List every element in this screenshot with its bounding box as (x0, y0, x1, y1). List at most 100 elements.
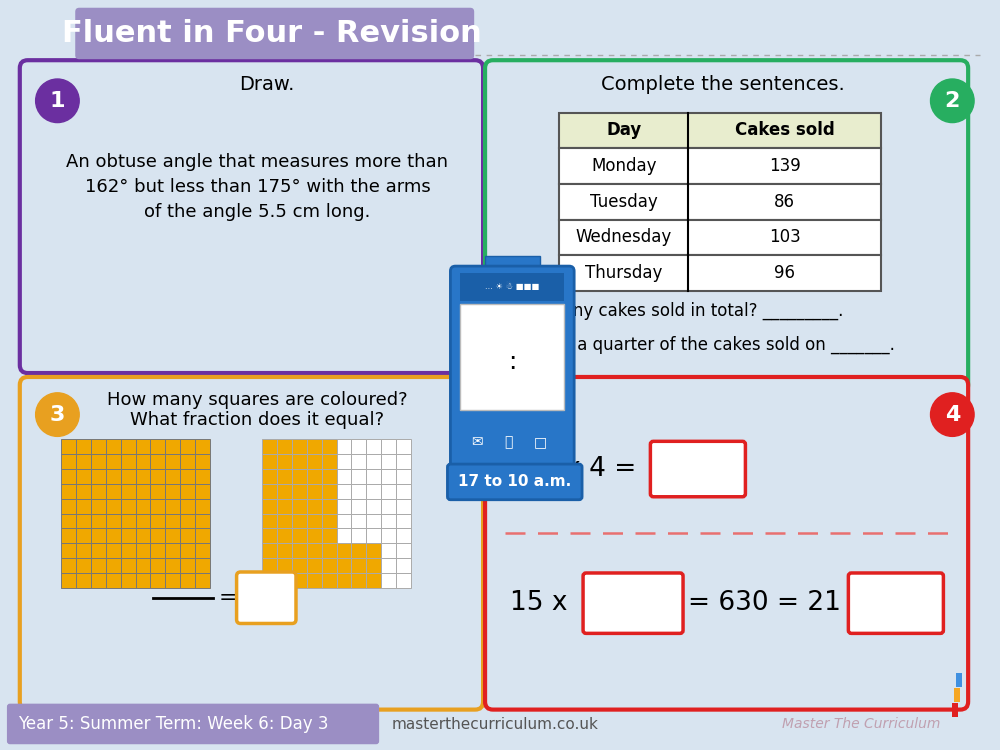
Bar (165, 469, 180, 484)
Bar (381, 440, 396, 454)
Bar (262, 499, 277, 514)
Text: Thursday: Thursday (585, 264, 662, 282)
Bar (91, 514, 106, 529)
Bar (396, 514, 411, 529)
Bar (61, 529, 76, 543)
Bar (180, 454, 195, 469)
Bar (61, 543, 76, 558)
Bar (121, 454, 136, 469)
Text: Day: Day (606, 122, 641, 140)
Bar (337, 469, 351, 484)
Bar (136, 440, 150, 454)
Bar (150, 440, 165, 454)
Text: 15 x: 15 x (510, 590, 567, 616)
Bar (180, 469, 195, 484)
Bar (61, 499, 76, 514)
Bar (559, 220, 881, 255)
Bar (322, 484, 337, 499)
Bar (351, 484, 366, 499)
Bar (136, 469, 150, 484)
Text: How many squares are coloured?: How many squares are coloured? (107, 391, 408, 409)
Circle shape (931, 393, 974, 436)
Bar (136, 499, 150, 514)
Bar (76, 454, 91, 469)
Bar (307, 454, 322, 469)
Bar (180, 514, 195, 529)
Bar (277, 440, 292, 454)
Bar (195, 514, 210, 529)
Bar (351, 573, 366, 588)
Bar (121, 558, 136, 573)
Bar (277, 514, 292, 529)
Bar (381, 454, 396, 469)
Bar (195, 529, 210, 543)
Bar (150, 514, 165, 529)
Bar (396, 454, 411, 469)
Bar (322, 573, 337, 588)
Bar (277, 454, 292, 469)
Bar (136, 543, 150, 558)
Bar (292, 529, 307, 543)
Text: Complete the sentences.: Complete the sentences. (601, 76, 845, 94)
Bar (366, 499, 381, 514)
Bar (106, 484, 121, 499)
Bar (460, 430, 564, 459)
FancyBboxPatch shape (7, 704, 379, 744)
Bar (262, 469, 277, 484)
Text: Tuesday: Tuesday (590, 193, 658, 211)
Bar (396, 440, 411, 454)
Bar (351, 454, 366, 469)
Bar (366, 469, 381, 484)
Bar (195, 454, 210, 469)
Bar (322, 440, 337, 454)
Bar (396, 499, 411, 514)
Bar (195, 484, 210, 499)
Bar (262, 558, 277, 573)
Bar (106, 543, 121, 558)
Bar (150, 454, 165, 469)
Bar (307, 573, 322, 588)
Bar (277, 543, 292, 558)
Bar (396, 558, 411, 573)
Bar (106, 454, 121, 469)
Bar (460, 273, 564, 301)
Bar (61, 573, 76, 588)
Bar (136, 484, 150, 499)
Bar (396, 484, 411, 499)
Bar (381, 558, 396, 573)
Bar (337, 440, 351, 454)
Bar (292, 469, 307, 484)
Bar (121, 543, 136, 558)
Bar (195, 440, 210, 454)
Bar (277, 573, 292, 588)
Text: ⌕: ⌕ (505, 435, 513, 449)
Bar (76, 499, 91, 514)
Bar (337, 484, 351, 499)
Text: 4: 4 (945, 404, 960, 424)
Bar (61, 440, 76, 454)
Bar (165, 454, 180, 469)
Bar (262, 484, 277, 499)
Text: 3: 3 (50, 404, 65, 424)
Bar (322, 454, 337, 469)
Bar (396, 529, 411, 543)
Bar (381, 529, 396, 543)
Bar (150, 558, 165, 573)
Bar (91, 543, 106, 558)
Bar (121, 440, 136, 454)
Text: 139: 139 (769, 158, 800, 176)
Bar (381, 469, 396, 484)
Bar (150, 469, 165, 484)
Bar (165, 543, 180, 558)
Bar (351, 499, 366, 514)
FancyBboxPatch shape (20, 60, 483, 373)
Bar (396, 543, 411, 558)
Bar (150, 499, 165, 514)
Bar (351, 529, 366, 543)
Bar (61, 558, 76, 573)
Bar (337, 514, 351, 529)
Bar (307, 543, 322, 558)
Bar (396, 469, 411, 484)
Text: □: □ (534, 435, 547, 449)
Bar (307, 514, 322, 529)
